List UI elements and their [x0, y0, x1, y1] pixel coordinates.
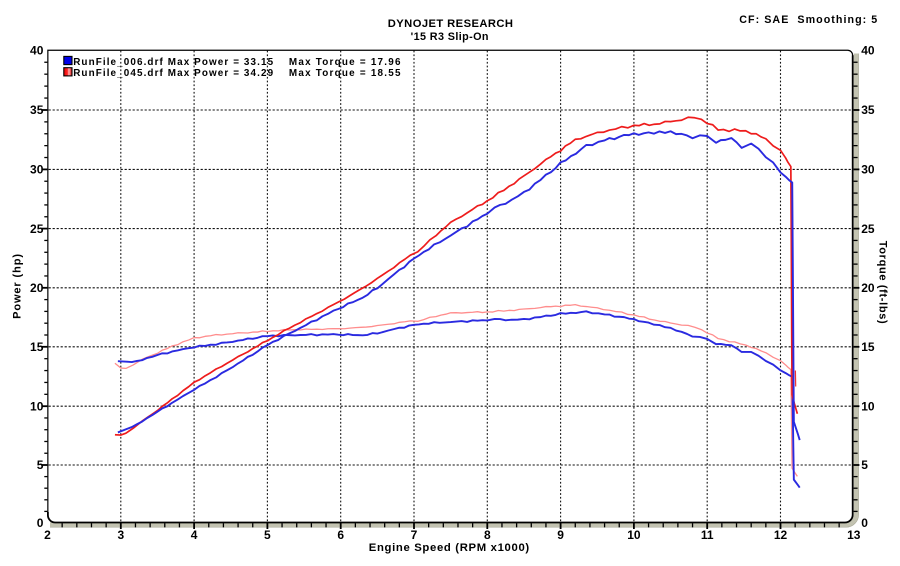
- svg-text:'15 R3 Slip-On: '15 R3 Slip-On: [411, 31, 489, 43]
- svg-text:RunFile_045.drf Max Power = 34: RunFile_045.drf Max Power = 34.29: [73, 68, 274, 79]
- svg-text:5: 5: [37, 458, 44, 472]
- svg-text:35: 35: [30, 103, 44, 117]
- svg-text:3: 3: [117, 528, 124, 542]
- svg-text:25: 25: [861, 222, 875, 236]
- svg-text:0: 0: [861, 516, 868, 530]
- svg-text:0: 0: [37, 516, 44, 530]
- svg-text:5: 5: [861, 458, 868, 472]
- svg-text:9: 9: [557, 528, 564, 542]
- svg-text:35: 35: [861, 103, 875, 117]
- svg-text:Torque (ft-lbs): Torque (ft-lbs): [877, 241, 889, 325]
- svg-text:13: 13: [847, 528, 861, 542]
- svg-text:40: 40: [861, 44, 875, 58]
- svg-text:15: 15: [861, 340, 875, 354]
- svg-text:RunFile_006.drf Max Power = 33: RunFile_006.drf Max Power = 33.15: [73, 57, 274, 68]
- svg-text:Max Torque = 18.55: Max Torque = 18.55: [289, 68, 402, 79]
- svg-text:10: 10: [627, 528, 641, 542]
- svg-text:25: 25: [30, 222, 44, 236]
- svg-text:15: 15: [30, 340, 44, 354]
- svg-text:Max Torque = 17.96: Max Torque = 17.96: [289, 57, 402, 68]
- svg-text:30: 30: [30, 163, 44, 177]
- svg-text:20: 20: [30, 281, 44, 295]
- svg-text:7: 7: [411, 528, 418, 542]
- svg-text:10: 10: [861, 399, 875, 413]
- svg-text:30: 30: [861, 163, 875, 177]
- svg-text:Engine Speed (RPM x1000): Engine Speed (RPM x1000): [369, 542, 530, 554]
- svg-text:Power (hp): Power (hp): [11, 253, 23, 319]
- svg-text:40: 40: [30, 44, 44, 58]
- svg-text:11: 11: [701, 528, 714, 542]
- svg-text:20: 20: [861, 281, 875, 295]
- svg-text:10: 10: [30, 399, 44, 413]
- svg-text:4: 4: [191, 528, 198, 542]
- svg-text:6: 6: [337, 528, 344, 542]
- svg-text:DYNOJET RESEARCH: DYNOJET RESEARCH: [388, 18, 514, 30]
- svg-text:5: 5: [264, 528, 271, 542]
- svg-text:2: 2: [44, 528, 51, 542]
- svg-text:8: 8: [484, 528, 491, 542]
- svg-text:12: 12: [774, 528, 788, 542]
- svg-text:CF: SAE Smoothing: 5: CF: SAE Smoothing: 5: [739, 14, 878, 26]
